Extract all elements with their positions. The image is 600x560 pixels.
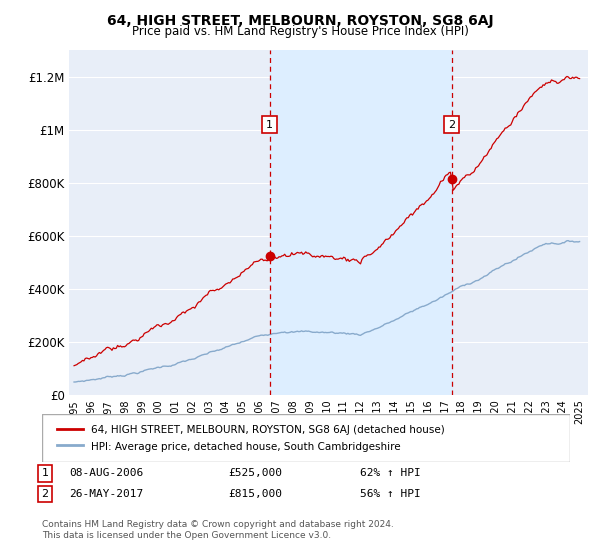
Text: This data is licensed under the Open Government Licence v3.0.: This data is licensed under the Open Gov…	[42, 531, 331, 540]
Text: 1: 1	[266, 120, 273, 129]
Text: Contains HM Land Registry data © Crown copyright and database right 2024.: Contains HM Land Registry data © Crown c…	[42, 520, 394, 529]
Legend: 64, HIGH STREET, MELBOURN, ROYSTON, SG8 6AJ (detached house), HPI: Average price: 64, HIGH STREET, MELBOURN, ROYSTON, SG8 …	[52, 421, 449, 456]
Text: 2: 2	[41, 489, 49, 499]
Text: 08-AUG-2006: 08-AUG-2006	[69, 468, 143, 478]
Text: £525,000: £525,000	[228, 468, 282, 478]
Bar	[269, 50, 452, 395]
Text: 1: 1	[41, 468, 49, 478]
Text: £815,000: £815,000	[228, 489, 282, 499]
Text: 64, HIGH STREET, MELBOURN, ROYSTON, SG8 6AJ: 64, HIGH STREET, MELBOURN, ROYSTON, SG8 …	[107, 14, 493, 28]
FancyBboxPatch shape	[42, 414, 570, 462]
Text: 56% ↑ HPI: 56% ↑ HPI	[360, 489, 421, 499]
Text: 2: 2	[448, 120, 455, 129]
Text: 26-MAY-2017: 26-MAY-2017	[69, 489, 143, 499]
Text: 62% ↑ HPI: 62% ↑ HPI	[360, 468, 421, 478]
Text: Price paid vs. HM Land Registry's House Price Index (HPI): Price paid vs. HM Land Registry's House …	[131, 25, 469, 38]
